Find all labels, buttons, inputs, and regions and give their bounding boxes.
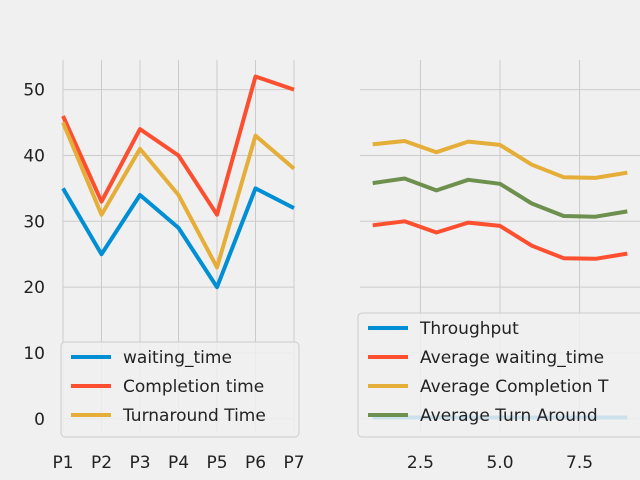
legend-label: Average waiting_time bbox=[420, 348, 604, 368]
legend-label: Throughput bbox=[419, 319, 519, 339]
x-tick-label: 7.5 bbox=[566, 453, 593, 473]
left-subplot: 0 10 20 30 40 50 P1 P2 P3 P4 P5 P6 P7 waiting_time Com… bbox=[23, 60, 305, 473]
legend-label: Turnaround Time bbox=[122, 406, 266, 426]
series-line bbox=[372, 176, 628, 219]
x-tick-label: P3 bbox=[129, 453, 150, 473]
x-tick-label: P6 bbox=[245, 453, 266, 473]
right-subplot: 2.5 5.0 7.5 Throughput Average waiting_time A… bbox=[357, 60, 640, 473]
x-tick-label: 5.0 bbox=[486, 453, 513, 473]
series-line bbox=[372, 139, 628, 180]
legend-label: Completion time bbox=[123, 377, 264, 397]
x-tick-label: 2.5 bbox=[407, 453, 434, 473]
x-tick-label: P2 bbox=[91, 453, 112, 473]
legend-label: Average Turn Around bbox=[420, 406, 598, 426]
y-tick-label: 0 bbox=[34, 410, 45, 430]
x-tick-label: P1 bbox=[52, 453, 73, 473]
x-tick-label: P7 bbox=[283, 453, 304, 473]
series-line bbox=[372, 219, 628, 261]
y-tick-label: 20 bbox=[23, 278, 45, 298]
legend-label: waiting_time bbox=[123, 348, 232, 368]
legend-label: Average Completion T bbox=[420, 377, 609, 397]
series-line bbox=[61, 121, 296, 270]
y-tick-label: 10 bbox=[23, 344, 45, 364]
legend-frame bbox=[357, 312, 640, 438]
x-tick-label: P4 bbox=[168, 453, 189, 473]
series-line bbox=[61, 186, 295, 290]
legend: Throughput Average waiting_time Average Co… bbox=[357, 312, 640, 438]
y-tick-label: 40 bbox=[23, 146, 45, 166]
legend: waiting_time Completion time Turnaround Ti… bbox=[60, 341, 300, 438]
legend-frame bbox=[60, 341, 300, 438]
y-tick-label: 50 bbox=[23, 81, 45, 101]
series-line bbox=[61, 74, 295, 217]
y-tick-label: 30 bbox=[23, 212, 45, 232]
x-tick-label: P5 bbox=[206, 453, 227, 473]
